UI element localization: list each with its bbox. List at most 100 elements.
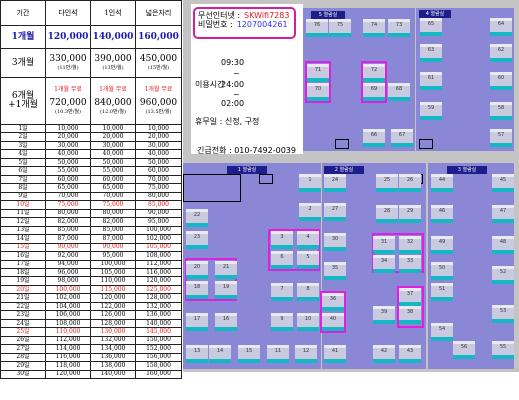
seat-number: 37 [406,291,414,297]
seat-25[interactable]: 25 [376,174,398,192]
seat-22[interactable]: 22 [186,209,208,227]
seat-65[interactable]: 65 [420,18,442,36]
seat-27[interactable]: 27 [324,203,346,221]
seat-number: 39 [380,309,388,315]
seat-68[interactable]: 68 [388,83,410,101]
seat-75[interactable]: 75 [329,19,351,37]
seat-54[interactable]: 54 [431,323,453,341]
seat-number: 12 [302,348,310,354]
price-cell: 70,000 [45,191,91,202]
seat-group-highlight [397,286,424,328]
seat-30[interactable]: 30 [324,233,346,251]
price-cell: 80,000 [45,208,91,219]
seat-67[interactable]: 67 [391,129,413,147]
seat-10[interactable]: 10 [297,313,319,331]
seat-7[interactable]: 7 [271,283,293,301]
seat-70[interactable]: 70 [307,83,329,101]
seat-1[interactable]: 1 [299,174,321,192]
seat-11[interactable]: 11 [267,345,289,363]
seat-2[interactable]: 2 [299,203,321,221]
price-cell: 126,000 [90,310,136,320]
seat-34[interactable]: 34 [373,255,395,273]
seat-21[interactable]: 21 [215,261,237,279]
seat-number: 25 [383,177,391,183]
seat-43[interactable]: 43 [399,345,421,363]
seat-51[interactable]: 51 [431,283,453,301]
price-cell: 105,000 [135,242,182,253]
seat-50[interactable]: 50 [431,262,453,280]
seat-31[interactable]: 31 [373,236,395,254]
seat-24[interactable]: 24 [324,174,346,192]
price-value: 390,000 [94,54,132,64]
seat-39[interactable]: 39 [373,306,395,324]
seat-41[interactable]: 41 [324,345,346,363]
seat-32[interactable]: 32 [399,236,421,254]
seat-40[interactable]: 40 [322,313,344,331]
price-cell: 112,000 [45,335,91,346]
seat-71[interactable]: 71 [307,64,329,82]
seat-69[interactable]: 69 [363,83,385,101]
seat-number: 66 [370,132,378,138]
seat-5[interactable]: 5 [297,251,319,269]
seat-14[interactable]: 14 [209,345,231,363]
seat-42[interactable]: 42 [373,345,395,363]
price-cell: 30,000 [45,140,91,151]
seat-45[interactable]: 45 [492,174,514,192]
seat-64[interactable]: 64 [490,18,512,36]
seat-number: 67 [398,132,406,138]
seat-38[interactable]: 38 [399,306,421,324]
seat-60[interactable]: 60 [490,72,512,90]
price-cell: 82,000 [45,217,91,227]
seat-59[interactable]: 59 [420,102,442,120]
seat-29[interactable]: 29 [399,205,421,223]
seat-61[interactable]: 61 [420,72,442,90]
seat-74[interactable]: 74 [363,19,385,37]
seat-number: 68 [395,86,403,92]
seat-72[interactable]: 72 [363,64,385,82]
seat-23[interactable]: 23 [186,231,208,249]
seat-46[interactable]: 46 [431,205,453,223]
seat-58[interactable]: 58 [490,102,512,120]
seat-66[interactable]: 66 [363,129,385,147]
seat-16[interactable]: 16 [215,313,237,331]
day-label: 16일 [0,251,46,261]
seat-28[interactable]: 28 [376,205,398,223]
seat-13[interactable]: 13 [186,345,208,363]
seat-49[interactable]: 49 [431,236,453,254]
seat-17[interactable]: 17 [186,313,208,331]
seat-8[interactable]: 8 [297,283,319,301]
seat-57[interactable]: 57 [490,129,512,147]
seat-15[interactable]: 15 [238,345,260,363]
seat-number: 57 [497,132,505,138]
seat-63[interactable]: 63 [420,44,442,62]
seat-73[interactable]: 73 [388,19,410,37]
seat-19[interactable]: 19 [215,281,237,299]
seat-number: 34 [380,258,388,264]
price-cell: 128,000 [90,318,136,329]
seat-44[interactable]: 44 [431,174,453,192]
seat-76[interactable]: 76 [306,19,328,37]
seat-48[interactable]: 48 [492,236,514,254]
seat-36[interactable]: 36 [322,293,344,311]
price-cell: 50,000 [90,157,136,168]
seat-20[interactable]: 20 [186,261,208,279]
seat-55[interactable]: 55 [492,341,514,359]
seat-9[interactable]: 9 [271,313,293,331]
seat-12[interactable]: 12 [295,345,317,363]
seat-47[interactable]: 47 [492,205,514,223]
seat-33[interactable]: 33 [399,255,421,273]
seat-18[interactable]: 18 [186,281,208,299]
seat-62[interactable]: 62 [490,44,512,62]
seat-26[interactable]: 26 [399,174,421,192]
table-row: 21일 102,000 120,000 128,000 [0,293,182,303]
door [419,139,433,149]
table-row: 1일 10,000 10,000 10,000 [0,123,182,134]
seat-53[interactable]: 53 [492,305,514,323]
seat-37[interactable]: 37 [399,288,421,306]
seat-6[interactable]: 6 [271,251,293,269]
seat-4[interactable]: 4 [297,231,319,249]
seat-35[interactable]: 35 [324,262,346,280]
seat-52[interactable]: 52 [492,266,514,284]
seat-56[interactable]: 56 [453,341,475,359]
seat-3[interactable]: 3 [271,231,293,249]
